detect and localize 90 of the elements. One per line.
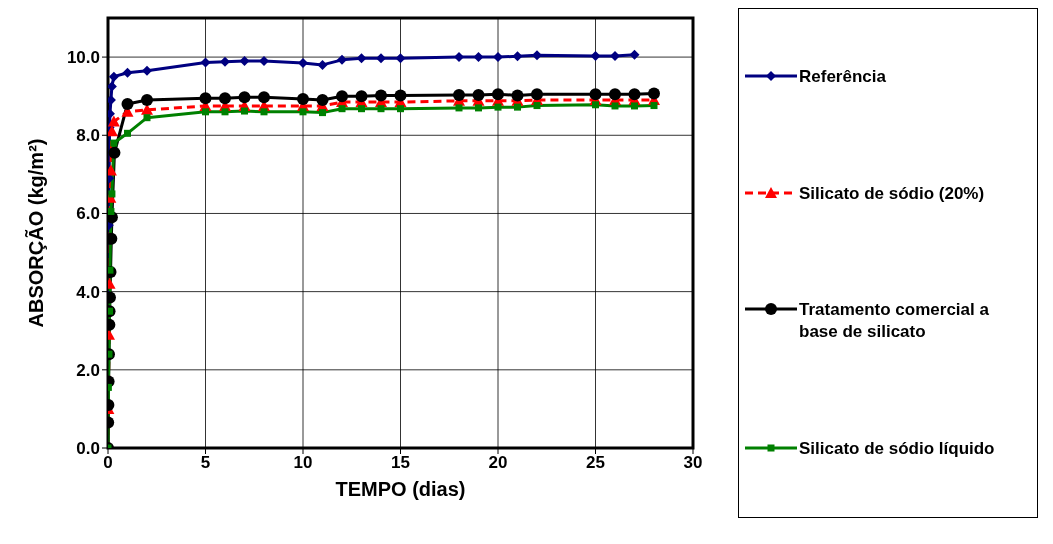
point	[317, 59, 328, 70]
point	[629, 49, 640, 60]
point	[531, 88, 543, 101]
y-tick-label: 6.0	[76, 204, 100, 224]
point	[241, 107, 248, 115]
point	[454, 52, 464, 63]
point	[648, 87, 660, 100]
point	[142, 65, 152, 76]
point	[611, 102, 619, 110]
point	[108, 208, 115, 215]
point	[609, 88, 621, 101]
point	[337, 54, 347, 65]
x-tick-label: 30	[683, 453, 703, 473]
point	[512, 51, 523, 62]
point	[533, 102, 541, 110]
point	[319, 109, 326, 117]
point	[494, 103, 502, 111]
point	[297, 92, 309, 105]
point	[124, 129, 131, 137]
x-tick-label: 25	[586, 453, 605, 473]
legend-label: Silicato de sódio (20%)	[799, 182, 986, 205]
legend-label: Tratamento comercial a base de silicato	[799, 299, 990, 344]
point	[143, 114, 151, 122]
point	[589, 88, 602, 101]
point	[336, 90, 348, 103]
x-tick-label: 10	[293, 453, 313, 473]
point	[628, 88, 641, 101]
point	[355, 90, 368, 103]
y-tick-label: 8.0	[76, 126, 100, 146]
x-tick-label: 5	[200, 453, 211, 473]
y-tick-label: 4.0	[76, 282, 100, 302]
point	[453, 89, 465, 102]
point	[121, 98, 134, 110]
point	[514, 103, 521, 111]
point	[299, 108, 307, 116]
point	[108, 146, 121, 159]
point	[511, 89, 524, 102]
point	[141, 94, 153, 107]
point	[108, 81, 117, 92]
y-tick-label: 0.0	[76, 439, 100, 459]
point	[395, 53, 406, 64]
point	[397, 105, 404, 113]
point	[475, 104, 482, 112]
x-tick-label: 0	[103, 453, 113, 473]
y-tick-label: 2.0	[76, 360, 100, 380]
point	[221, 108, 229, 116]
point	[592, 101, 599, 109]
point	[493, 52, 503, 63]
point	[122, 67, 133, 78]
y-axis-title: ABSORÇÃO (kg/m²)	[25, 138, 48, 328]
y-tick-label: 10.0	[66, 48, 100, 68]
point	[202, 108, 209, 116]
point	[238, 91, 251, 104]
point	[358, 105, 365, 113]
point	[220, 56, 230, 67]
point	[610, 50, 620, 61]
point	[492, 88, 504, 101]
point	[298, 57, 308, 68]
point	[108, 266, 114, 274]
point	[394, 89, 407, 102]
point	[108, 190, 116, 198]
point	[631, 102, 638, 110]
point	[377, 105, 385, 113]
point	[316, 94, 329, 107]
point	[219, 92, 231, 105]
point	[108, 232, 118, 245]
point	[532, 50, 542, 61]
point	[258, 91, 270, 104]
x-tick-label: 15	[391, 453, 410, 473]
x-tick-label: 20	[488, 453, 508, 473]
point	[473, 52, 484, 63]
point	[650, 102, 658, 110]
point	[590, 50, 601, 61]
point	[110, 139, 118, 147]
point	[200, 57, 211, 68]
point	[338, 105, 346, 113]
point	[455, 104, 463, 112]
legend-label: Referência	[799, 66, 887, 89]
point	[239, 56, 250, 66]
x-axis-title: TEMPO (dias)	[335, 478, 466, 500]
point	[259, 56, 269, 66]
point	[108, 71, 119, 82]
point	[108, 115, 120, 127]
point	[472, 89, 485, 102]
point	[260, 108, 268, 116]
point	[199, 92, 212, 105]
point	[376, 53, 386, 64]
point	[108, 125, 118, 137]
legend-label: Silicato de sódio líquido	[799, 437, 996, 460]
point	[375, 89, 387, 102]
